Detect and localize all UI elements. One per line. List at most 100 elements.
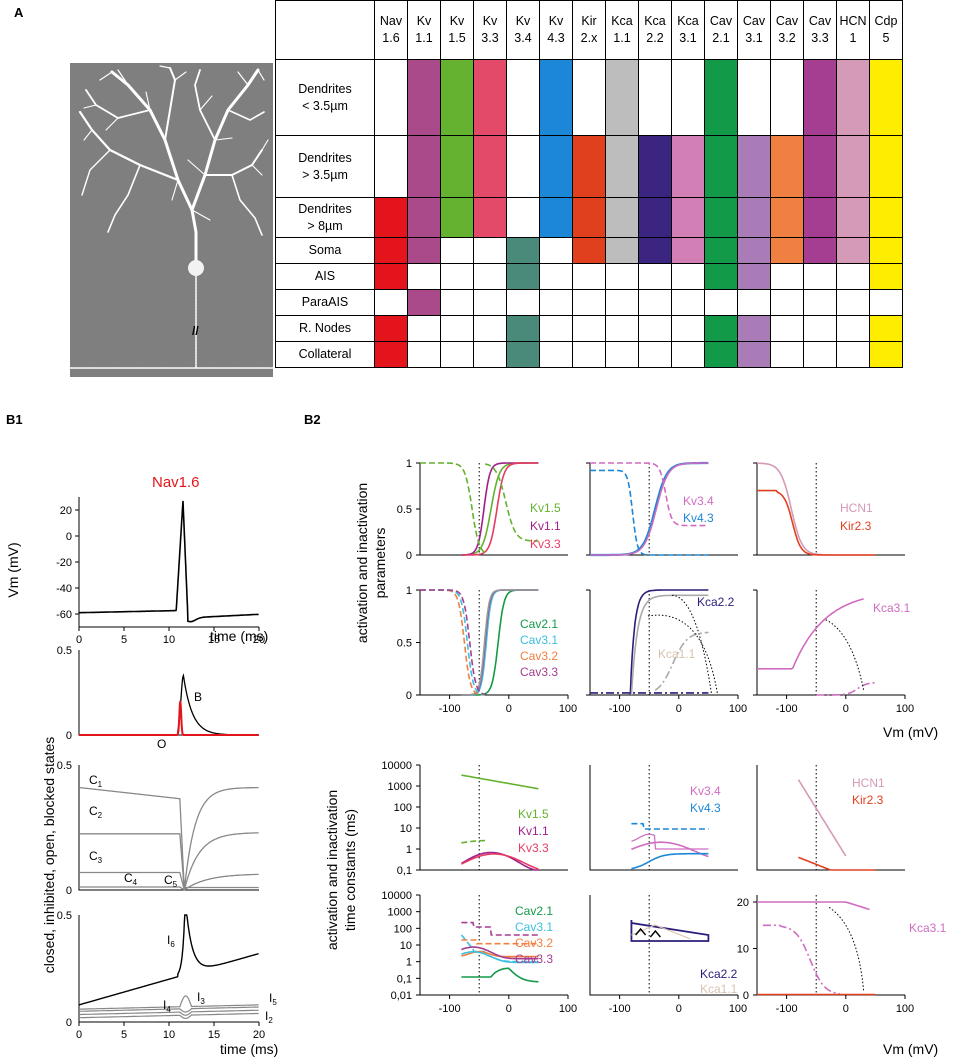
x-tick-label: -100 xyxy=(439,1003,461,1015)
table-cell-empty xyxy=(440,289,474,316)
c3-trace xyxy=(79,871,259,892)
c4-trace xyxy=(79,886,259,891)
channel-column-header: Cav 3.2 xyxy=(770,0,804,60)
table-row: Dendrites < 3.5µm xyxy=(275,59,903,136)
table-cell-empty xyxy=(539,341,573,368)
cav33-tau-act xyxy=(461,946,539,960)
table-cell-expressed xyxy=(803,197,837,238)
time-constant-axes xyxy=(589,765,738,871)
kca22-tau-box xyxy=(630,920,710,942)
x-tick-label: -100 xyxy=(609,1003,631,1015)
x-tick-label: 5 xyxy=(121,1029,127,1041)
table-cell-empty xyxy=(605,341,639,368)
legend-kv33: Kv3.3 xyxy=(530,537,561,551)
legend-kv33-tau: Kv3.3 xyxy=(518,841,549,855)
subscript: 4 xyxy=(133,878,138,887)
table-row: Dendrites > 8µm xyxy=(275,197,903,238)
y-tick-label: 10 xyxy=(400,940,412,952)
b2-ylabel-bot-2: time constants (ms) xyxy=(342,809,358,931)
y-tick-label: 20 xyxy=(60,505,72,517)
legend-cav31-tau: Cav3.1 xyxy=(515,920,553,934)
table-cell-expressed xyxy=(605,59,639,136)
table-cell-expressed xyxy=(704,263,738,290)
x-tick-label: 0 xyxy=(843,703,849,715)
kv15-tau-act xyxy=(461,839,486,844)
table-cell-expressed xyxy=(605,197,639,238)
table-cell-empty xyxy=(770,341,804,368)
x-tick-label: 15 xyxy=(208,1029,220,1041)
subscript: 2 xyxy=(268,1016,273,1025)
kca11-inactivation xyxy=(654,631,709,691)
legend-kv34-tau: Kv3.4 xyxy=(690,784,721,798)
state-label-i2: I2 xyxy=(265,1009,273,1025)
y-tick-label: 10000 xyxy=(381,890,412,902)
table-cell-expressed xyxy=(440,59,474,136)
row-label: Dendrites > 3.5µm xyxy=(275,135,375,198)
table-cell-expressed xyxy=(671,237,705,264)
y-tick-label: 100 xyxy=(394,923,412,935)
legend-cav33-tau: Cav3.3 xyxy=(515,952,553,966)
i4-trace xyxy=(79,1006,259,1013)
steady-state-axes xyxy=(756,463,905,556)
table-cell-empty xyxy=(374,59,408,136)
x-tick-label: 0 xyxy=(506,1003,512,1015)
state-label-i5: I5 xyxy=(269,991,277,1007)
cav33-inactivation xyxy=(420,589,486,696)
x-tick-label: -100 xyxy=(609,703,631,715)
table-cell-expressed xyxy=(572,237,606,264)
time-constant-axes xyxy=(589,895,738,996)
b1-time-axis-label-top: time (ms) xyxy=(210,628,268,644)
y-tick-label: 0 xyxy=(406,690,412,702)
legend-hcn1: HCN1 xyxy=(840,501,873,515)
legend-cav32-tau: Cav3.2 xyxy=(515,936,553,950)
kv34-tau-b xyxy=(631,833,709,850)
table-cell-empty xyxy=(836,263,870,290)
state-label-c1: C1 xyxy=(89,773,103,789)
legend-kca31: Kca3.1 xyxy=(873,601,911,615)
y-tick-label: 10 xyxy=(400,823,412,835)
x-tick-label: 10 xyxy=(163,634,175,646)
table-cell-expressed xyxy=(836,197,870,238)
table-header-row: Nav 1.6 Kv 1.1 Kv 1.5 Kv 3.3 Kv 3.4 Kv 4.3 Kir 2.x Kca… xyxy=(275,0,903,60)
kir23-activation xyxy=(757,489,876,556)
legend-kir23-tau: Kir2.3 xyxy=(852,793,884,807)
kca31-inactivation xyxy=(816,681,876,696)
y-tick-label: 1 xyxy=(406,957,412,969)
x-tick-label: 0 xyxy=(843,1003,849,1015)
kca22-activation xyxy=(629,589,709,696)
kca-arrow-path xyxy=(646,614,718,693)
y-tick-label: 0 xyxy=(66,730,72,742)
channel-column-header: Cav 3.3 xyxy=(803,0,837,60)
table-cell-empty xyxy=(638,289,672,316)
table-cell-expressed xyxy=(803,237,837,264)
table-cell-empty xyxy=(440,341,474,368)
table-cell-expressed xyxy=(770,135,804,198)
x-tick-label: -100 xyxy=(776,703,798,715)
legend-kv34: Kv3.4 xyxy=(683,494,714,508)
legend-kca11-tau: Kca1.1 xyxy=(700,982,738,996)
table-cell-expressed xyxy=(374,197,408,238)
subscript: 2 xyxy=(98,811,103,820)
legend-kca22: Kca2.2 xyxy=(697,595,735,609)
table-cell-expressed xyxy=(638,197,672,238)
channel-column-header: Kv 1.1 xyxy=(407,0,441,60)
state-label-i4: I4 xyxy=(163,998,171,1014)
x-tick-label: 100 xyxy=(896,1003,914,1015)
table-cell-empty xyxy=(671,341,705,368)
y-tick-label: 1000 xyxy=(388,907,412,919)
kv43-activation xyxy=(590,461,709,557)
kv15-activation xyxy=(461,462,539,556)
subscript: 3 xyxy=(200,997,205,1006)
row-label: Collateral xyxy=(275,341,375,368)
panel-label-b2: B2 xyxy=(304,412,321,427)
legend-kca31-tau: Kca3.1 xyxy=(909,921,947,935)
table-row: R. Nodes xyxy=(275,315,903,342)
channel-column-header: Kir 2.x xyxy=(572,0,606,60)
y-tick-label: 1000 xyxy=(388,781,412,793)
legend-kca22-tau: Kca2.2 xyxy=(700,967,738,981)
subscript: 3 xyxy=(98,856,103,865)
y-tick-label: 0,1 xyxy=(397,973,412,985)
panel-label-a: A xyxy=(14,5,24,20)
legend-cav21-tau: Cav2.1 xyxy=(515,904,553,918)
